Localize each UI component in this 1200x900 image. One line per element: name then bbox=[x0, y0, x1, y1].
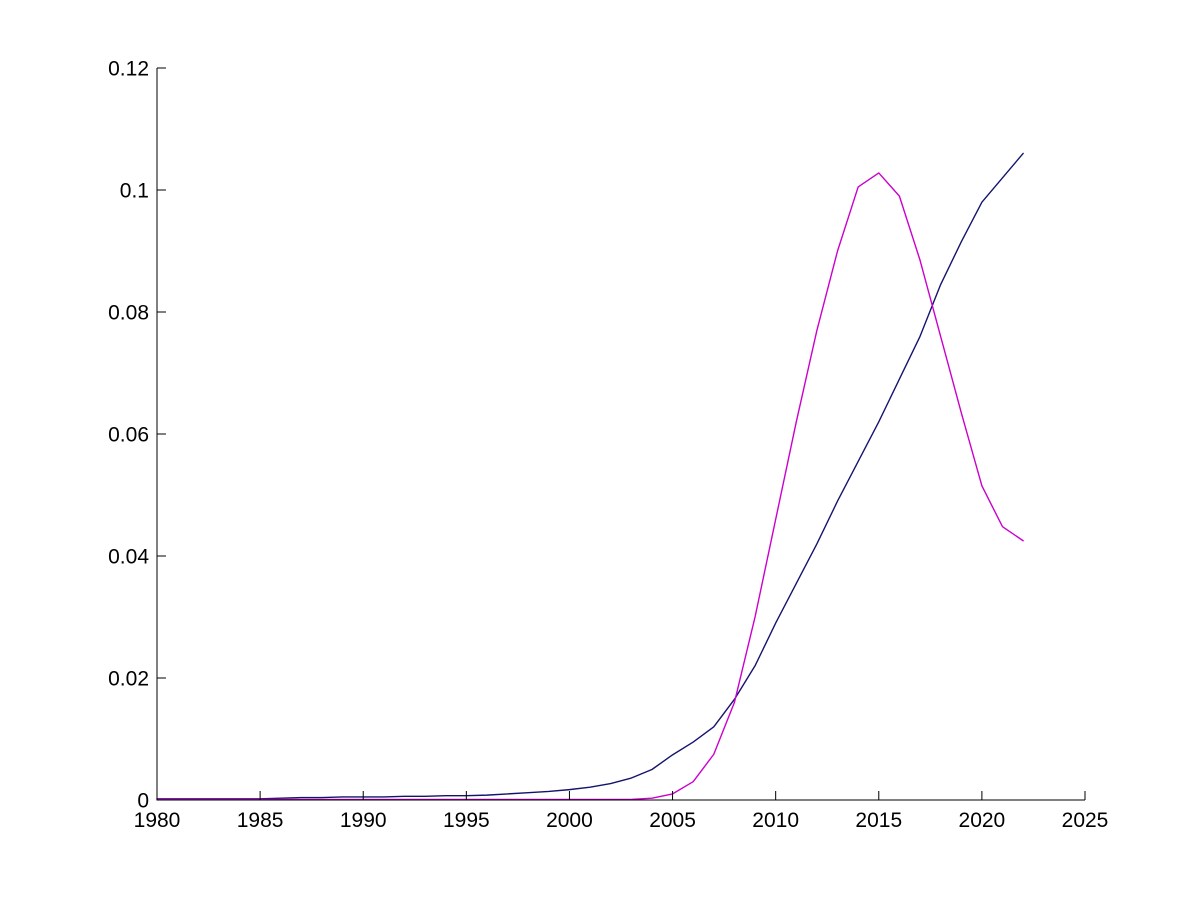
y-tick-label-0.02: 0.02 bbox=[108, 668, 149, 691]
y-tick-label-0.12: 0.12 bbox=[108, 58, 149, 81]
series-dark-blue-line bbox=[156, 152, 1024, 800]
x-tick-label-2000: 2000 bbox=[546, 809, 593, 832]
y-tick-label-0.08: 0.08 bbox=[108, 302, 149, 325]
y-tick-label-0.06: 0.06 bbox=[108, 424, 149, 447]
axis-lines bbox=[156, 68, 1085, 801]
x-tick-label-2025: 2025 bbox=[1062, 809, 1109, 832]
y-tick-label-0: 0 bbox=[137, 790, 149, 813]
x-tick-label-2010: 2010 bbox=[752, 809, 799, 832]
x-tick-label-2020: 2020 bbox=[959, 809, 1006, 832]
x-tick-label-1995: 1995 bbox=[443, 809, 490, 832]
y-tick-label-0.04: 0.04 bbox=[108, 546, 149, 569]
series-magenta-line bbox=[156, 172, 1024, 801]
x-tick-label-1990: 1990 bbox=[340, 809, 387, 832]
x-tick-label-2015: 2015 bbox=[855, 809, 902, 832]
x-tick-label-2005: 2005 bbox=[649, 809, 696, 832]
x-tick-label-1980: 1980 bbox=[134, 809, 181, 832]
y-tick-label-0.1: 0.1 bbox=[120, 180, 149, 203]
x-tick-label-1985: 1985 bbox=[237, 809, 284, 832]
